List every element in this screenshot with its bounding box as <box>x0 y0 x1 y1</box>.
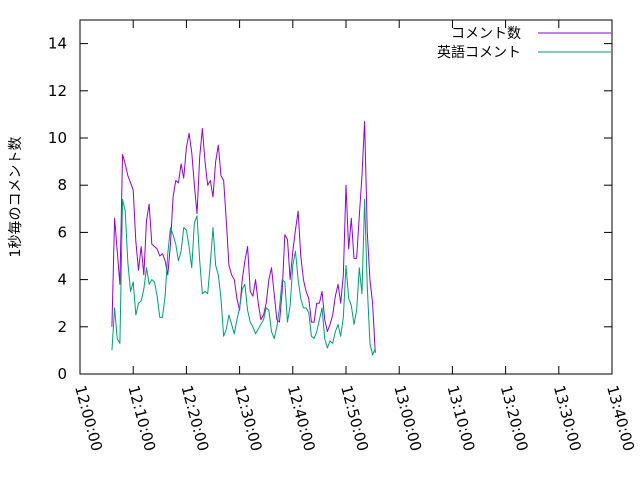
x-tick-label: 12:00:00 <box>71 383 106 453</box>
series-layer <box>111 120 376 356</box>
y-tick-label: 12 <box>48 82 67 100</box>
x-tick-label: 12:40:00 <box>284 383 319 453</box>
y-tick-label: 10 <box>48 129 67 147</box>
y-axis-label: 1秒毎のコメント数 <box>8 137 24 258</box>
x-axis: 12:00:00 12:10:00 12:20:00 12:30:00 12:40:00… <box>71 20 638 453</box>
x-tick-label: 12:50:00 <box>337 383 372 453</box>
series-line-1 <box>111 120 376 353</box>
y-tick-label: 0 <box>57 365 67 383</box>
y-tick-label: 4 <box>57 271 67 289</box>
x-tick-label: 13:10:00 <box>444 383 479 453</box>
x-tick-label: 13:30:00 <box>550 383 585 453</box>
x-tick-label: 12:10:00 <box>124 383 159 453</box>
y-axis: 0 2 4 6 8 10 12 14 <box>48 35 612 383</box>
y-tick-label: 2 <box>57 318 67 336</box>
series-line-2 <box>111 198 376 356</box>
x-tick-label: 13:00:00 <box>390 383 425 453</box>
y-tick-label: 14 <box>48 35 67 53</box>
legend-label-2: 英語コメント <box>437 44 521 61</box>
y-tick-label: 6 <box>57 223 67 241</box>
y-tick-label: 8 <box>57 176 67 194</box>
legend-label-1: コメント数 <box>451 26 521 42</box>
x-tick-label: 12:20:00 <box>178 383 213 453</box>
x-tick-label: 13:40:00 <box>603 383 638 453</box>
x-tick-label: 13:20:00 <box>497 383 532 453</box>
x-tick-label: 12:30:00 <box>231 383 266 453</box>
